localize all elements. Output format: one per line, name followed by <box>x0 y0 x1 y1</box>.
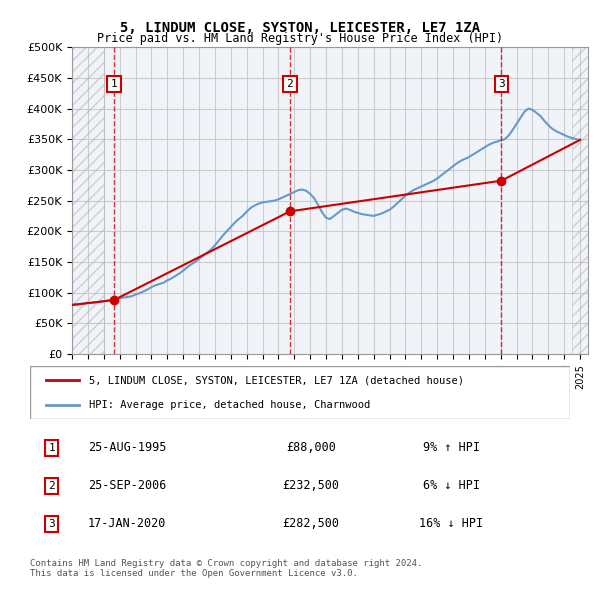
Text: 2: 2 <box>287 79 293 89</box>
Text: 16% ↓ HPI: 16% ↓ HPI <box>419 517 483 530</box>
Text: 5, LINDUM CLOSE, SYSTON, LEICESTER, LE7 1ZA (detached house): 5, LINDUM CLOSE, SYSTON, LEICESTER, LE7 … <box>89 375 464 385</box>
Text: 3: 3 <box>498 79 505 89</box>
Text: 2: 2 <box>48 481 55 491</box>
Text: HPI: Average price, detached house, Charnwood: HPI: Average price, detached house, Char… <box>89 399 371 409</box>
Bar <box>72 47 104 354</box>
Text: 1: 1 <box>110 79 118 89</box>
Text: £282,500: £282,500 <box>283 517 340 530</box>
Text: 5, LINDUM CLOSE, SYSTON, LEICESTER, LE7 1ZA: 5, LINDUM CLOSE, SYSTON, LEICESTER, LE7 … <box>120 21 480 35</box>
Text: £232,500: £232,500 <box>283 479 340 493</box>
Text: 9% ↑ HPI: 9% ↑ HPI <box>422 441 480 454</box>
Text: 17-JAN-2020: 17-JAN-2020 <box>88 517 166 530</box>
Text: 25-AUG-1995: 25-AUG-1995 <box>88 441 166 454</box>
Text: Price paid vs. HM Land Registry's House Price Index (HPI): Price paid vs. HM Land Registry's House … <box>97 32 503 45</box>
FancyBboxPatch shape <box>30 366 570 419</box>
Text: £88,000: £88,000 <box>286 441 336 454</box>
Text: Contains HM Land Registry data © Crown copyright and database right 2024.
This d: Contains HM Land Registry data © Crown c… <box>30 559 422 578</box>
Text: 6% ↓ HPI: 6% ↓ HPI <box>422 479 480 493</box>
Text: 25-SEP-2006: 25-SEP-2006 <box>88 479 166 493</box>
Text: 3: 3 <box>48 519 55 529</box>
Text: 1: 1 <box>48 443 55 453</box>
